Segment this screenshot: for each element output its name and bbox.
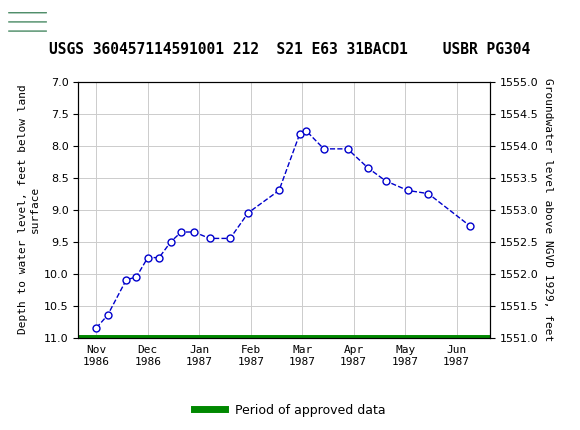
Y-axis label: Depth to water level, feet below land
surface: Depth to water level, feet below land su… (18, 85, 40, 335)
Text: USGS 360457114591001 212  S21 E63 31BACD1    USBR PG304: USGS 360457114591001 212 S21 E63 31BACD1… (49, 42, 531, 57)
Bar (3, 3, 55, 34)
Y-axis label: Groundwater level above NGVD 1929, feet: Groundwater level above NGVD 1929, feet (543, 78, 553, 341)
Text: USGS: USGS (61, 9, 121, 28)
Legend: Period of approved data: Period of approved data (189, 399, 391, 421)
